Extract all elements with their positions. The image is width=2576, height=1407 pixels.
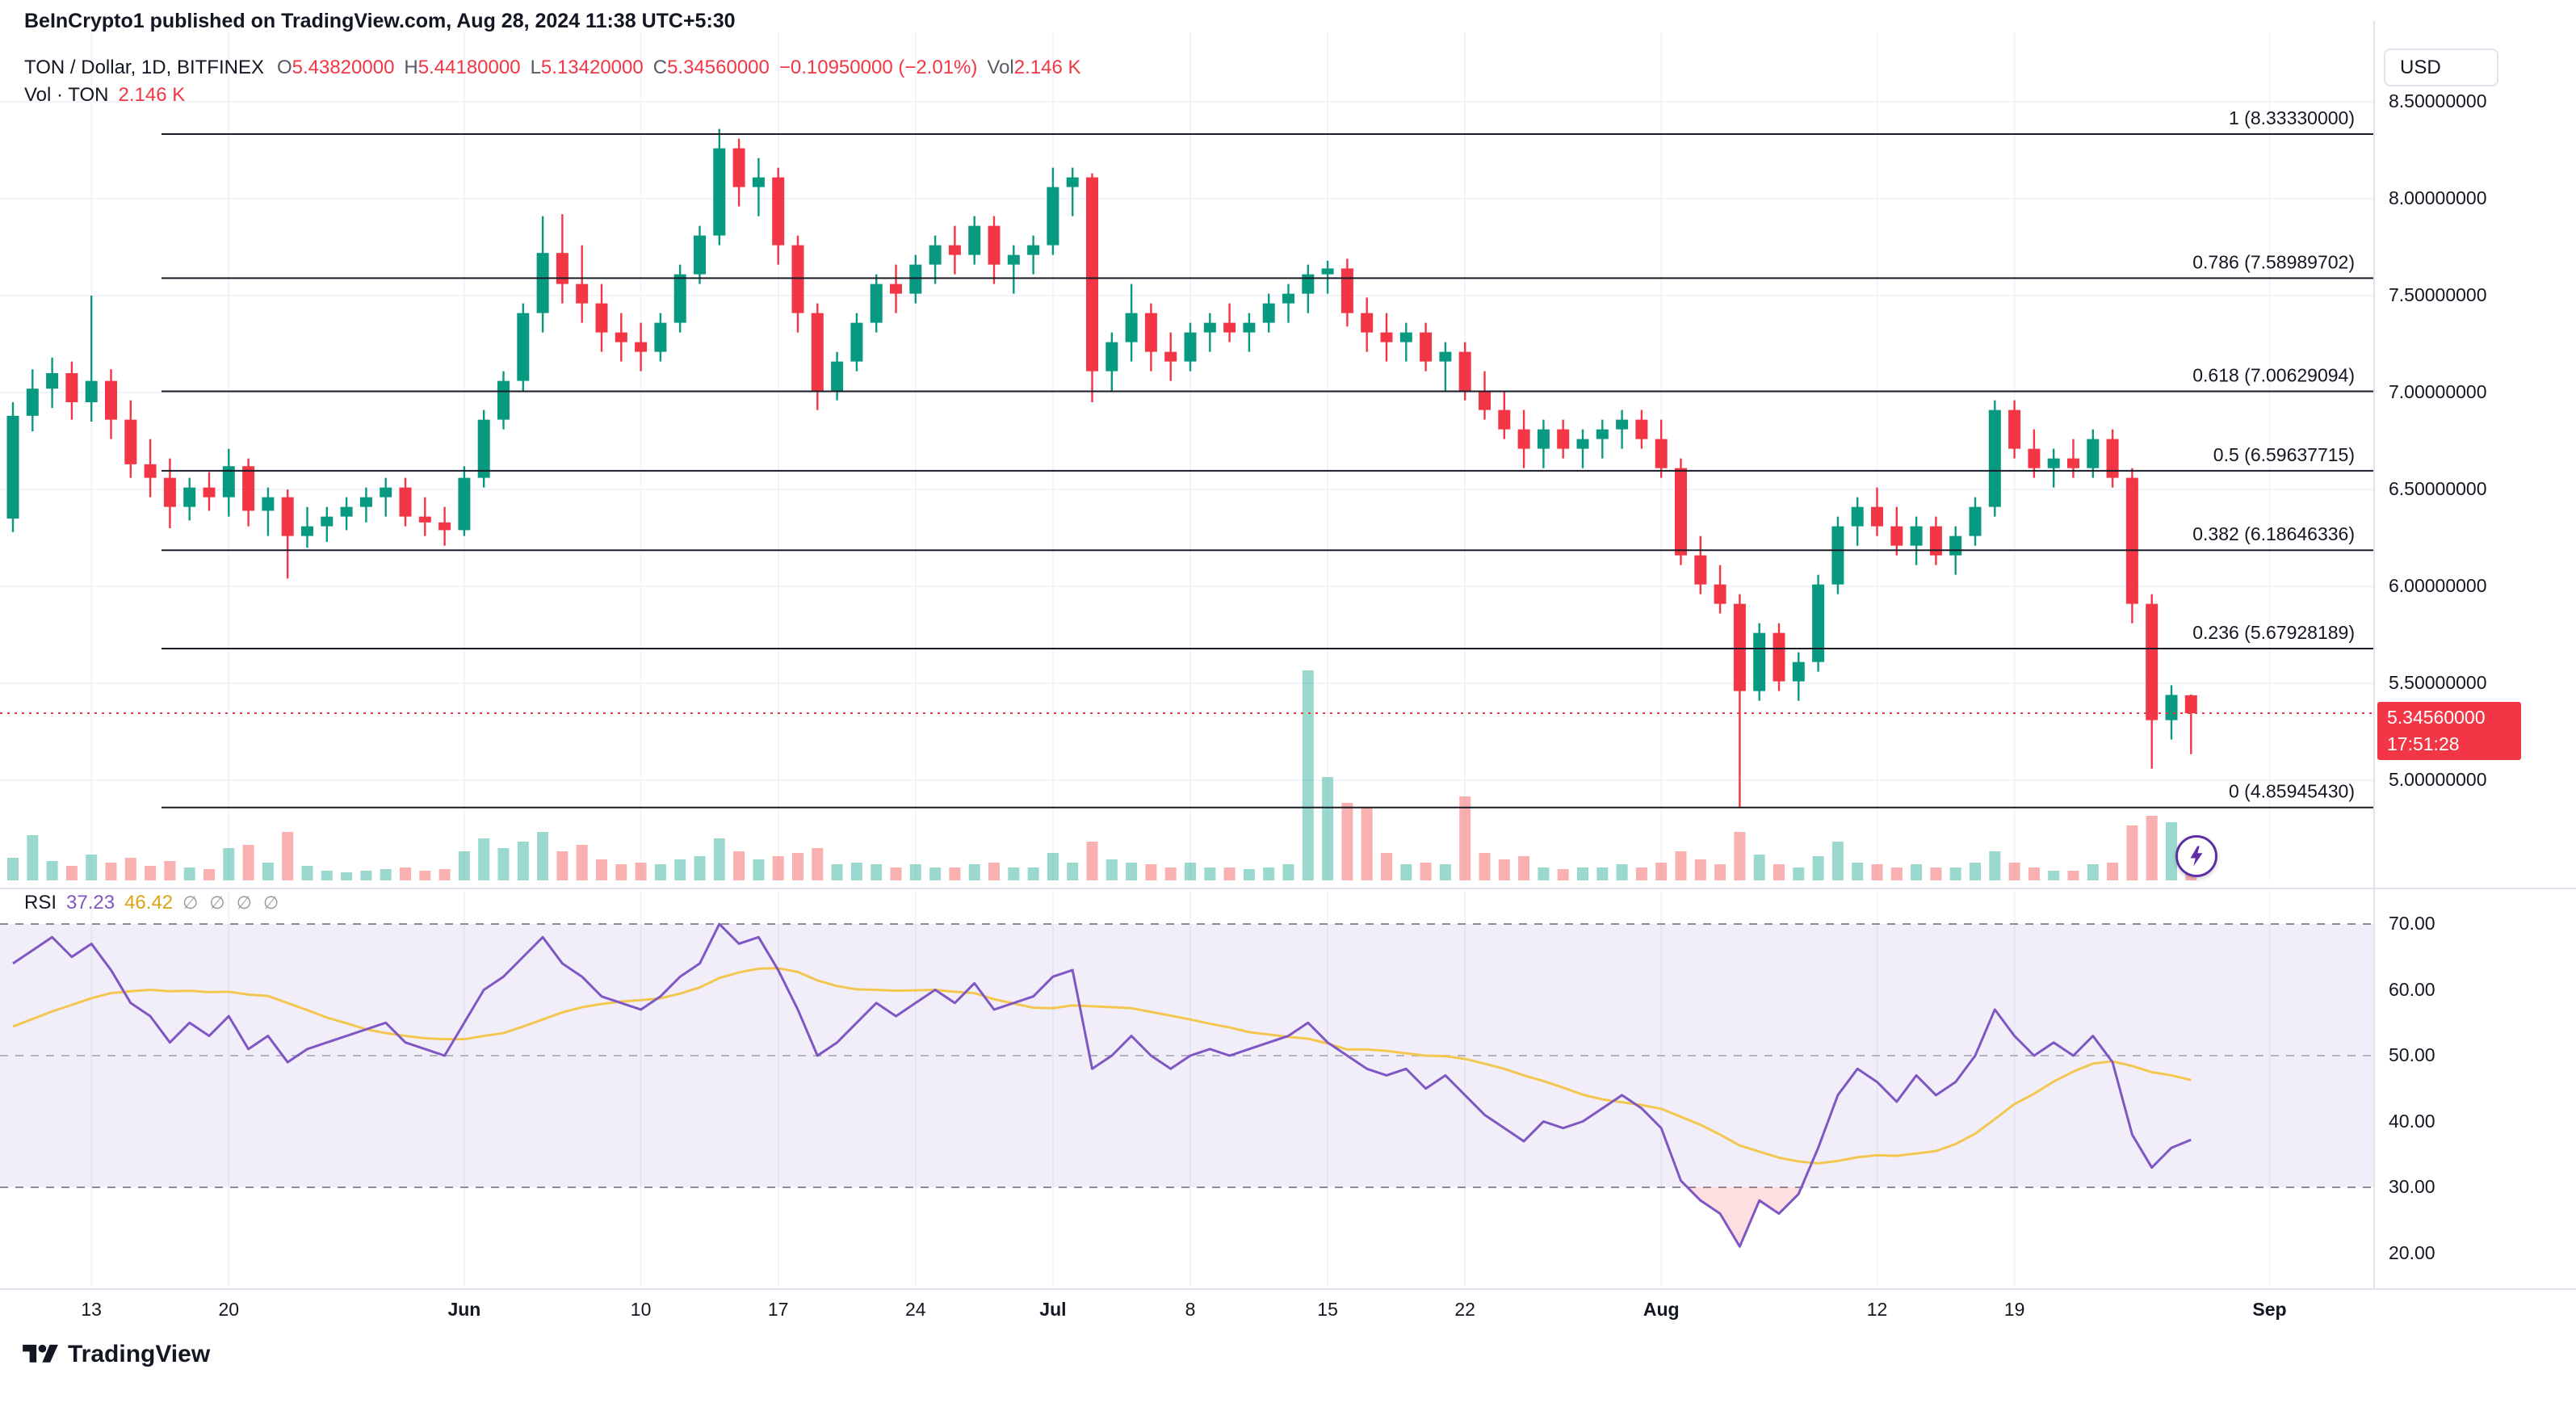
time-axis-label-Jun: Jun [447, 1299, 481, 1320]
fib-level-label: 0.786 (7.58989702) [2192, 251, 2355, 272]
rsi-ma-line [12, 967, 2192, 1165]
volume-value: 2.146 K [1013, 57, 1081, 78]
volume-legend-value: 2.146 K [118, 84, 186, 106]
symbol-legend[interactable]: TON / Dollar, 1D, BITFINEX O5.43820000 H5.… [24, 57, 1081, 79]
fib-level-label: 0.382 (6.18646336) [2192, 523, 2355, 544]
rsi-axis-label: 60.00 [2389, 978, 2435, 1000]
rsi-axis-label: 50.00 [2389, 1044, 2435, 1065]
rsi-axis-label: 20.00 [2389, 1241, 2435, 1263]
rsi-ma-value: 46.42 [124, 892, 174, 914]
time-axis-label-12: 12 [1866, 1299, 1888, 1320]
bar-countdown: 17:51:28 [2387, 733, 2460, 755]
fib-level-label: 0.618 (7.00629094) [2192, 364, 2355, 385]
open-label: O [276, 57, 292, 78]
price-axis-label: 6.50000000 [2389, 478, 2487, 499]
open-value: 5.43820000 [292, 57, 395, 78]
high-value: 5.44180000 [417, 57, 521, 78]
rsi-line [12, 922, 2192, 1248]
high-label: H [404, 57, 418, 78]
time-axis-label-15: 15 [1317, 1299, 1338, 1320]
time-axis-label-8: 8 [1185, 1299, 1196, 1320]
fib-retracement-layer[interactable]: 1 (8.33330000) 0.786 (7.58989702) 0.618 (7… [162, 107, 2374, 808]
close-value: 5.34560000 [667, 57, 770, 78]
tradingview-footer[interactable]: TradingView [23, 1341, 210, 1368]
price-axis-label: 8.00000000 [2389, 187, 2487, 208]
volume-legend-title[interactable]: Vol · TON [24, 84, 109, 106]
price-axis-label: 6.00000000 [2389, 575, 2487, 596]
tradingview-brand-text: TradingView [68, 1341, 211, 1367]
time-axis-label-19: 19 [2003, 1299, 2025, 1320]
tradingview-flash-icon [2175, 835, 2217, 877]
price-axis-label: 7.00000000 [2389, 381, 2487, 402]
rsi-layer[interactable] [0, 922, 2374, 1248]
time-axis-label-Aug: Aug [1643, 1299, 1680, 1320]
fib-level-label: 0 (4.85945430) [2229, 781, 2355, 802]
fib-level-label: 0.236 (5.67928189) [2192, 622, 2355, 643]
symbol-title[interactable]: TON / Dollar, 1D, BITFINEX [24, 57, 264, 78]
last-price-badge: 5.34560000 17:51:28 [2377, 702, 2521, 761]
low-value: 5.13420000 [540, 57, 644, 78]
rsi-axis-label: 30.00 [2389, 1176, 2435, 1197]
close-label: C [652, 57, 668, 78]
rsi-hidden-values: ∅ ∅ ∅ ∅ [183, 892, 283, 913]
time-axis-label-10: 10 [630, 1299, 652, 1320]
price-axis-label: 8.50000000 [2389, 90, 2487, 111]
rsi-axis-label: 70.00 [2389, 913, 2435, 934]
low-label: L [530, 57, 541, 78]
time-axis-label-Sep: Sep [2252, 1299, 2287, 1320]
time-axis-label-22: 22 [1454, 1299, 1475, 1320]
rsi-legend[interactable]: RSI 37.23 46.42 ∅ ∅ ∅ ∅ [24, 892, 282, 914]
rsi-axis-label: 40.00 [2389, 1110, 2435, 1132]
time-axis-label-13: 13 [81, 1299, 102, 1320]
price-axis-label: 5.50000000 [2389, 672, 2487, 693]
volume-layer [7, 670, 2197, 880]
rsi-title[interactable]: RSI [24, 892, 57, 914]
time-axis-label-24: 24 [905, 1299, 926, 1320]
attribution-text: BeInCrypto1 published on TradingView.com… [24, 10, 736, 32]
candles-layer[interactable] [6, 128, 2197, 808]
volume-legend[interactable]: Vol · TON 2.146 K [24, 84, 185, 107]
rsi-value: 37.23 [66, 892, 115, 914]
currency-unit-label: USD [2400, 56, 2441, 78]
fib-level-label: 0.5 (6.59637715) [2213, 444, 2355, 465]
pane-separators [0, 21, 2576, 1290]
change-value: −0.10950000 (−2.01%) [778, 57, 978, 78]
fib-level-label: 1 (8.33330000) [2229, 107, 2355, 128]
tradingview-logo-icon [23, 1344, 58, 1363]
volume-label: Vol [987, 57, 1014, 78]
price-axis-label: 7.50000000 [2389, 284, 2487, 305]
lightning-bolt-icon [2190, 846, 2203, 867]
time-axis-label-17: 17 [767, 1299, 789, 1320]
time-axis-label-20: 20 [218, 1299, 240, 1320]
price-axis-label: 5.00000000 [2389, 769, 2487, 790]
time-axis-label-Jul: Jul [1039, 1299, 1067, 1320]
last-price-value: 5.34560000 [2387, 707, 2486, 729]
currency-unit-button[interactable]: USD [2384, 48, 2498, 86]
